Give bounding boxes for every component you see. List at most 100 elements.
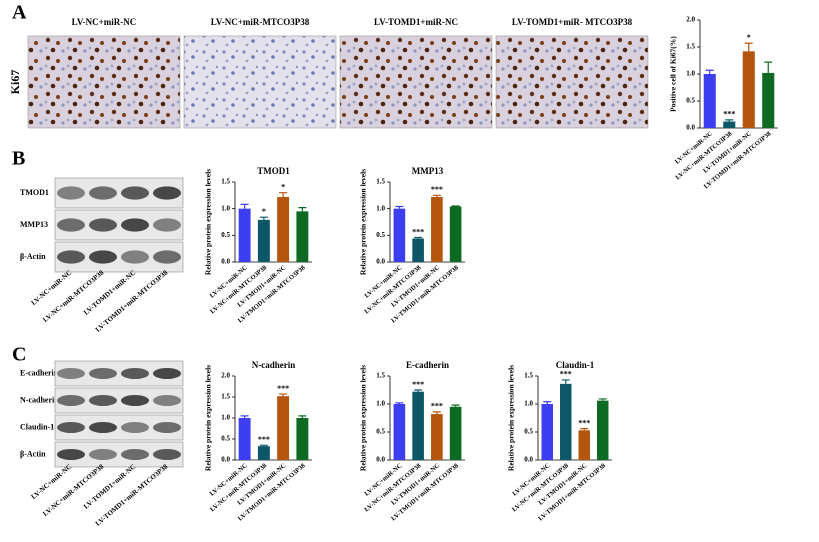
bar [257,219,270,262]
significance: *** [431,185,443,194]
blot-band [153,395,181,406]
error-bar [764,61,773,73]
chart-title: MMP13 [412,166,444,176]
blot-band [153,250,181,264]
y-axis-label: Relative protein expression levels [359,365,368,471]
y-tick-label: 0.0 [524,456,533,464]
significance: * [747,33,751,42]
blot-band [89,218,117,232]
blot-band [89,186,117,200]
blot-band [121,368,149,379]
blot-band [89,368,117,379]
y-tick-label: 0.5 [221,231,230,239]
error-bar [395,205,404,209]
error-bar [279,393,288,397]
error-bar [259,216,268,220]
bar [762,72,775,128]
bar [296,418,309,460]
significance: *** [431,402,443,411]
error-bar [298,207,307,212]
error-bar [725,119,734,122]
error-bar [414,389,423,392]
y-axis-label: Positive cell of Ki67(%) [669,36,678,112]
y-tick-label: 0.0 [221,456,230,464]
y-tick-label: 1.5 [221,178,230,186]
error-bar [395,402,404,404]
error-bar [298,415,307,418]
y-axis-label: Relative protein expression levels [204,169,213,275]
error-bar [451,205,460,207]
y-tick-label: 1.0 [221,204,230,212]
image-title: LV-TOMD1+miR-NC [374,17,458,27]
micrograph [339,35,493,129]
y-tick-label: 1.0 [376,204,385,212]
blot-band [121,250,149,264]
blot-band [57,250,85,264]
image-title: LV-TOMD1+miR- MTCO3P38 [512,17,633,27]
panel-label: A [12,2,27,24]
y-tick-label: 0.0 [376,258,385,266]
error-bar [598,398,607,401]
chart-title: N-cadherin [252,360,296,370]
blot-band [153,449,181,460]
y-tick-label: 1.5 [221,393,230,401]
blot-band [57,186,85,200]
blot-label: Claudin-1 [20,422,54,431]
blot-label: β-Actin [20,449,46,458]
blot-band [57,395,85,406]
bar [296,211,309,262]
significance: *** [412,380,424,389]
chart-title: TMOD1 [257,166,290,176]
blot-label: TMOD1 [20,188,49,197]
significance: *** [723,110,735,119]
y-tick-label: 1.5 [376,372,385,380]
error-bar [432,411,441,415]
y-tick-label: 0.0 [376,456,385,464]
bar [238,208,251,262]
blot-band [153,186,181,200]
blot-band [153,368,181,379]
bar [277,396,290,460]
micrograph [27,35,181,129]
significance: *** [258,435,270,444]
significance: *** [412,227,424,236]
bar [412,238,424,262]
y-axis-label: Relative protein expression levels [359,169,368,275]
blot-band [57,422,85,433]
error-bar [580,428,589,431]
chart-title: E-cadherin [406,360,449,370]
blot-band [121,186,149,200]
bar [431,414,443,460]
y-tick-label: 0.5 [376,428,385,436]
y-tick-label: 2.0 [221,372,230,380]
blot-band [57,449,85,460]
bar [723,121,736,128]
image-title: LV-NC+miR-NC [72,17,137,27]
blot-band [89,395,117,406]
significance: * [281,182,285,191]
y-tick-label: 0.0 [686,124,695,132]
bar [560,383,572,460]
image-title: LV-NC+miR-MTCO3P38 [211,17,310,27]
error-bar [432,194,441,197]
blot-band [153,422,181,433]
blot-label: N-cadherin [20,395,59,404]
chart-title: Claudin-1 [556,360,595,370]
blot-label: MMP13 [20,220,48,229]
micrograph [183,35,337,129]
bar [277,196,290,262]
bar [238,418,251,460]
bar [393,404,406,460]
error-bar [451,404,460,407]
y-tick-label: 1.0 [686,70,695,78]
y-tick-label: 1.5 [524,372,533,380]
bar [541,404,553,460]
blot-label: E-cadherin [20,368,59,377]
blot-band [153,218,181,232]
y-tick-label: 1.0 [376,400,385,408]
error-bar [561,379,570,384]
panel-label: B [12,148,25,170]
bar [742,51,755,128]
bar [412,391,424,460]
